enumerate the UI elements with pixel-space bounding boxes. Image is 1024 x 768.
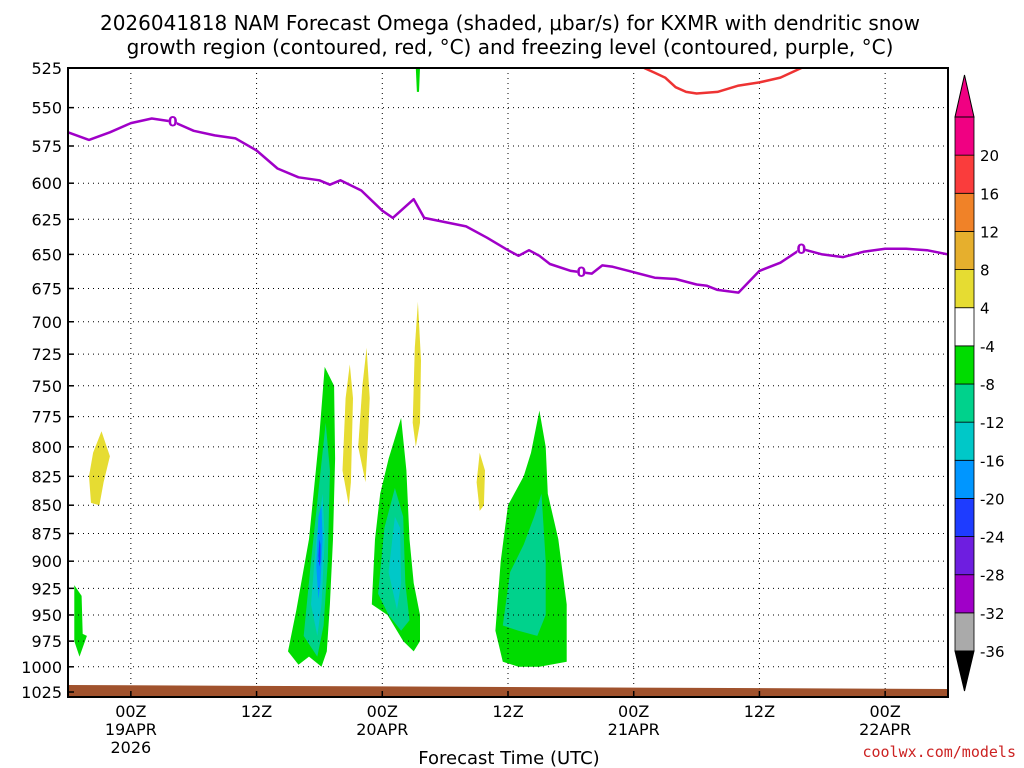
colorbar-segment [954,345,975,385]
freezing-level-label-bg [168,114,177,129]
freezing-level-label: 0 [796,242,806,258]
omega-area-lift-wave3-core [502,493,546,636]
y-tick-label: 525 [31,59,62,78]
dgz-contour-line [643,68,802,95]
omega-area-lift-top [415,68,420,92]
y-tick-label: 750 [31,377,62,396]
colorbar-segment [954,383,975,423]
colorbar-label: -16 [980,452,1005,470]
colorbar-segment [954,269,975,309]
contour-layer: 0 0 0 [68,68,948,294]
x-tick-label: 12Z [744,702,775,721]
omega-area-sink-b [358,347,370,483]
colorbar-under-triangle [954,650,975,692]
colorbar-label: -8 [980,376,995,394]
colorbar-label: -4 [980,338,995,356]
omega-shading-layer [74,68,567,667]
y-tick-label: 875 [31,524,62,543]
x-tick-label: 00Z [869,702,900,721]
colorbar-segment [954,154,975,194]
omega-area-lift-early [74,585,87,657]
x-tick-label: 12Z [241,702,272,721]
colorbar-segment [954,421,975,461]
colorbar-label: 4 [980,300,990,318]
omega-area-sink-early [89,431,110,506]
colorbar-label: -24 [980,529,1005,547]
x-tick-label: 00Z [115,702,146,721]
omega-area-lift-wave2-inner [388,516,402,610]
chart-title-line2: growth region (contoured, red, °C) and f… [127,35,894,59]
y-tick-label: 1000 [21,658,62,677]
x-tick-date: 22APR [859,720,911,739]
y-tick-label: 950 [31,606,62,625]
x-tick-year: 2026 [110,738,151,757]
colorbar-segment [954,116,975,156]
x-axis-label: Forecast Time (UTC) [418,748,599,768]
colorbar-label: 16 [980,185,999,203]
colorbar-segment [954,192,975,232]
y-tick-label: 900 [31,552,62,571]
x-tick-date: 20APR [356,720,408,739]
y-tick-label: 775 [31,408,62,427]
omega-area-sink-d [476,452,485,511]
y-tick-label: 650 [31,245,62,264]
colorbar-segment [954,459,975,499]
x-tick-date: 19APR [105,720,157,739]
omega-area-sink-c [412,301,421,447]
y-tick-label: 700 [31,313,62,332]
colorbar-segment [954,231,975,270]
colorbar-label: -12 [980,414,1005,432]
y-tick-label: 550 [31,99,62,118]
y-tick-label: 625 [31,210,62,229]
freezing-level-label: 0 [168,115,178,131]
freezing-level-label: 0 [576,265,586,281]
colorbar-label: -32 [980,605,1005,623]
x-tick-label: 00Z [618,702,649,721]
plot-area: 0 0 0 [68,68,948,697]
x-tick-label: 12Z [492,702,523,721]
y-tick-label: 825 [31,467,62,486]
colorbar-label: -20 [980,490,1005,508]
colorbar-over-triangle [954,74,975,118]
colorbar-segment [954,307,975,347]
colorbar-segment [954,498,975,537]
y-axis: 525 550 575 600 625 650 675 700 725 750 775 800 825 8… [21,59,74,702]
y-tick-label: 1025 [21,683,62,702]
chart-title-line1: 2026041818 NAM Forecast Omega (shaded, μ… [100,11,920,35]
y-tick-label: 925 [31,579,62,598]
freezing-level-line [68,117,948,294]
freezing-level-label-bg [797,241,806,256]
colorbar-label: -28 [980,567,1005,585]
colorbar-segment [954,574,975,614]
y-tick-label: 575 [31,137,62,156]
omega-area-lift-wave1-peak [318,539,321,567]
y-tick-label: 600 [31,174,62,193]
freezing-level-label-bg [577,265,586,280]
y-tick-label: 975 [31,632,62,651]
grid-layer [68,68,948,697]
y-tick-label: 725 [31,345,62,364]
omega-area-sink-a [342,364,353,506]
colorbar-segment [954,536,975,576]
colorbar-label: 12 [980,223,999,241]
colorbar-label: 20 [980,147,999,165]
colorbar-label: 8 [980,262,990,280]
colorbar-segment [954,612,975,652]
x-tick-label: 00Z [367,702,398,721]
credit-text: coolwx.com/models [862,743,1016,761]
y-tick-label: 800 [31,438,62,457]
y-tick-label: 675 [31,280,62,299]
x-tick-date: 21APR [608,720,660,739]
omega-colorbar: -36 -32 -28 -24 -20 -16 -12 -8 -4 4 8 12 16 20 [954,74,1005,692]
y-tick-label: 850 [31,496,62,515]
colorbar-label: -36 [980,643,1005,661]
